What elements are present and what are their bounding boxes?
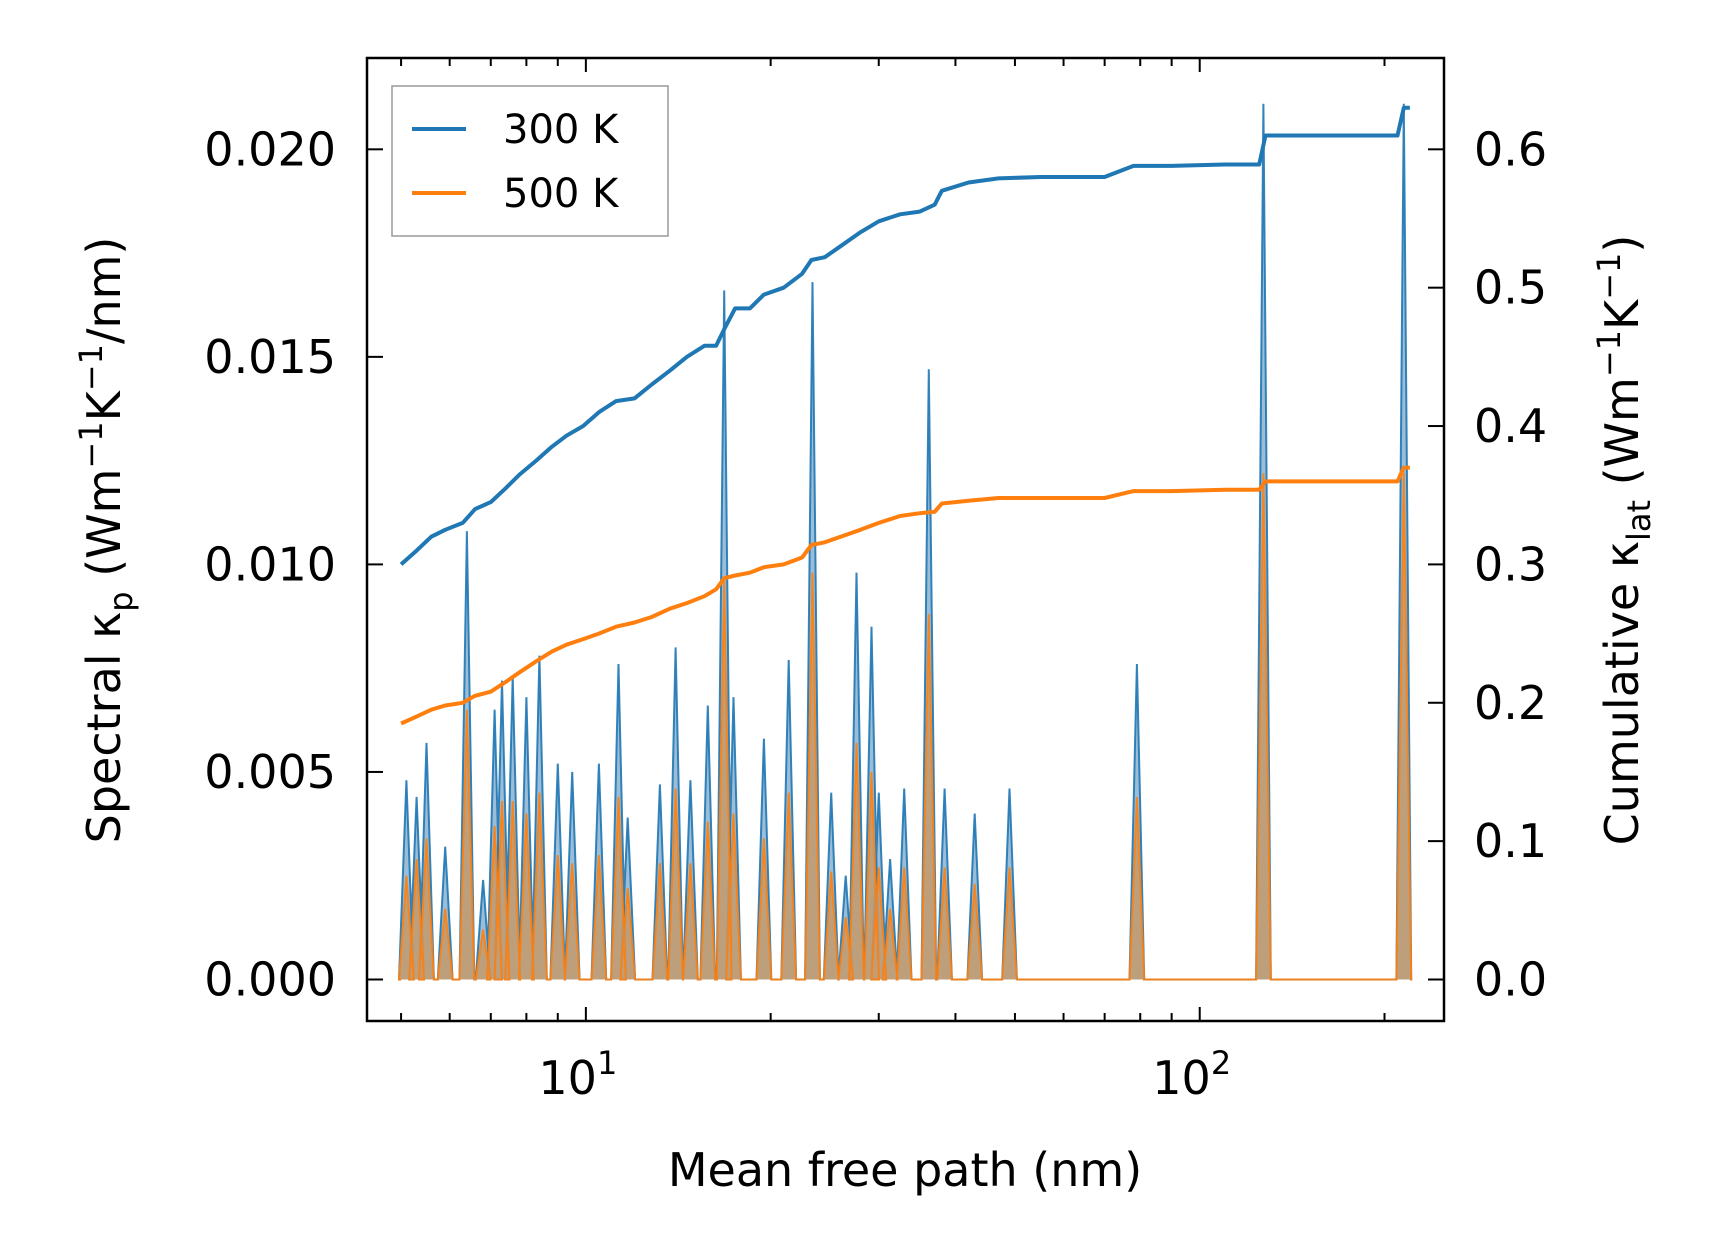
axes-frame [365,56,1446,1023]
plot-area [397,103,1413,981]
y-right-tick-label: 0.3 [1474,537,1547,591]
y-left-tick-label: 0.020 [204,122,336,176]
y-right-tick-label: 0.0 [1474,952,1547,1006]
y-axis-left-title: Spectral κp (Wm−1K−1/nm) [72,237,140,844]
cumulative-line-500k [400,465,1410,726]
y-axis-left: 0.000 0.005 0.010 0.015 0.020 [204,122,383,1006]
x-axis-title: Mean free path (nm) [668,1143,1142,1197]
x-tick-label: 101 [538,1044,617,1105]
legend: 300 K 500 K [391,85,669,237]
y-axis-right: 0.0 0.1 0.2 0.3 0.4 0.5 0.6 [1428,122,1547,1006]
legend-label-500k: 500 K [503,171,620,217]
y-axis-right-title: Cumulative κlat (Wm−1K−1) [1590,235,1658,846]
legend-box [391,85,669,237]
x-axis: 101 102 [400,58,1386,1105]
spectral-line-500k [397,473,1413,981]
y-left-tick-label: 0.010 [204,537,336,591]
y-left-tick-label: 0.000 [204,952,336,1006]
y-right-tick-label: 0.2 [1474,676,1547,730]
y-left-tick-label: 0.015 [204,330,336,384]
legend-label-300k: 300 K [503,107,620,153]
cumulative-line-300k [399,105,1410,566]
x-tick-label: 102 [1152,1044,1231,1105]
y-left-tick-label: 0.005 [204,745,336,799]
y-right-tick-label: 0.1 [1474,814,1547,868]
y-right-tick-label: 0.4 [1474,399,1547,453]
spectral-line-300k [397,103,1413,981]
y-right-tick-label: 0.6 [1474,122,1547,176]
y-right-tick-label: 0.5 [1474,261,1547,315]
